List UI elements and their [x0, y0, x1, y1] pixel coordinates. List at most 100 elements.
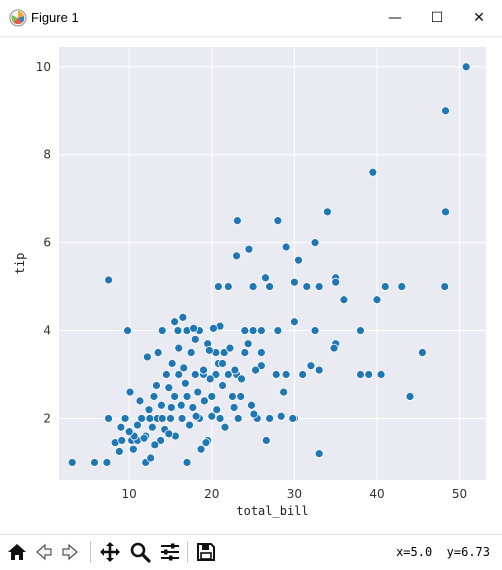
scatter-point — [265, 414, 275, 423]
scatter-point — [237, 374, 246, 384]
scatter-point — [244, 244, 254, 254]
scatter-point — [146, 453, 156, 463]
scatter-point — [201, 438, 211, 448]
back-icon — [36, 543, 52, 561]
x-tick-label: 20 — [204, 487, 219, 501]
scatter-point — [124, 427, 134, 437]
x-tick-label: 50 — [452, 487, 467, 501]
scatter-point — [125, 387, 135, 397]
scatter-point — [190, 370, 200, 379]
scatter-point — [405, 392, 415, 401]
scatter-point — [189, 323, 199, 333]
maximize-button[interactable]: ☐ — [416, 0, 458, 36]
scatter-point — [356, 370, 365, 379]
scatter-point — [261, 436, 271, 445]
scatter-point — [228, 392, 237, 401]
scatter-plot: 10 20 30 40 50 2 4 6 8 10 total_bill tip — [13, 47, 486, 518]
scatter-point — [376, 370, 386, 379]
scatter-point — [356, 326, 365, 335]
x-tick-label: 10 — [122, 487, 137, 501]
configure-subplots-icon — [161, 543, 179, 561]
scatter-point — [364, 370, 374, 379]
zoom-icon — [130, 542, 151, 563]
x-tick-label: 30 — [287, 487, 302, 501]
home-button[interactable] — [4, 539, 30, 565]
y-tick-label: 2 — [43, 411, 51, 425]
scatter-point — [294, 255, 303, 265]
toolbar-separator — [187, 541, 188, 563]
scatter-point — [188, 403, 198, 412]
scatter-point — [102, 458, 112, 467]
scatter-point — [177, 414, 187, 423]
x-axis-label: total_bill — [236, 504, 308, 518]
y-tick-label: 8 — [43, 148, 51, 162]
forward-button[interactable] — [58, 539, 84, 565]
back-button[interactable] — [30, 539, 56, 565]
scatter-point — [128, 444, 138, 454]
scatter-point — [279, 387, 289, 397]
y-tick-label: 4 — [43, 324, 51, 338]
scatter-point — [170, 317, 180, 327]
scatter-point — [223, 282, 233, 291]
scatter-point — [144, 405, 154, 415]
scatter-point — [178, 312, 188, 322]
scatter-point — [166, 403, 176, 412]
y-tick-label: 6 — [43, 236, 51, 250]
scatter-point — [186, 348, 196, 357]
scatter-point — [248, 326, 258, 335]
scatter-point — [230, 365, 240, 375]
scatter-point — [302, 282, 312, 291]
save-button[interactable] — [193, 539, 219, 565]
scatter-point — [145, 414, 155, 423]
navigation-toolbar: x=5.0 y=6.73 — [0, 534, 502, 570]
scatter-point — [218, 359, 227, 368]
scatter-point — [276, 411, 286, 421]
scatter-point — [123, 326, 132, 335]
scatter-point — [133, 420, 142, 430]
toolbar-separator — [90, 541, 91, 563]
grid-lines — [59, 47, 486, 480]
scatter-point — [215, 414, 225, 423]
scatter-point — [150, 440, 160, 450]
scatter-point — [199, 396, 209, 406]
scatter-point — [205, 374, 215, 384]
scatter-point — [229, 403, 239, 412]
scatter-point — [199, 365, 208, 375]
scatter-point — [249, 409, 259, 419]
zoom-button[interactable] — [127, 539, 153, 565]
minimize-button[interactable]: — — [374, 0, 416, 36]
x-tick-label: 40 — [369, 487, 384, 501]
scatter-point — [173, 326, 183, 335]
scatter-point — [161, 370, 171, 379]
scatter-point — [67, 458, 77, 467]
scatter-point — [207, 392, 217, 401]
scatter-point — [298, 370, 308, 379]
scatter-point — [289, 277, 299, 287]
close-button[interactable]: ✕ — [458, 0, 500, 36]
scatter-point — [314, 449, 324, 459]
configure-subplots-button[interactable] — [157, 539, 183, 565]
axes-background — [59, 47, 486, 480]
scatter-point — [157, 400, 166, 410]
scatter-point — [204, 345, 214, 355]
scatter-point — [461, 62, 471, 72]
scatter-point — [182, 392, 192, 401]
scatter-point — [418, 348, 427, 357]
scatter-point — [261, 273, 270, 283]
save-icon — [197, 543, 215, 561]
scatter-point — [218, 381, 227, 390]
scatter-point — [288, 414, 298, 423]
figure-canvas[interactable]: 10 20 30 40 50 2 4 6 8 10 total_bill tip — [0, 37, 502, 533]
scatter-point — [281, 242, 291, 252]
scatter-point — [236, 392, 246, 401]
scatter-point — [440, 282, 450, 291]
pan-button[interactable] — [97, 539, 123, 565]
scatter-point — [120, 414, 130, 423]
scatter-point — [174, 343, 184, 353]
scatter-point — [441, 106, 450, 116]
scatter-point — [157, 414, 167, 423]
scatter-point — [331, 277, 341, 287]
scatter-point — [329, 343, 339, 353]
scatter-point — [248, 282, 258, 291]
scatter-point — [310, 326, 320, 335]
